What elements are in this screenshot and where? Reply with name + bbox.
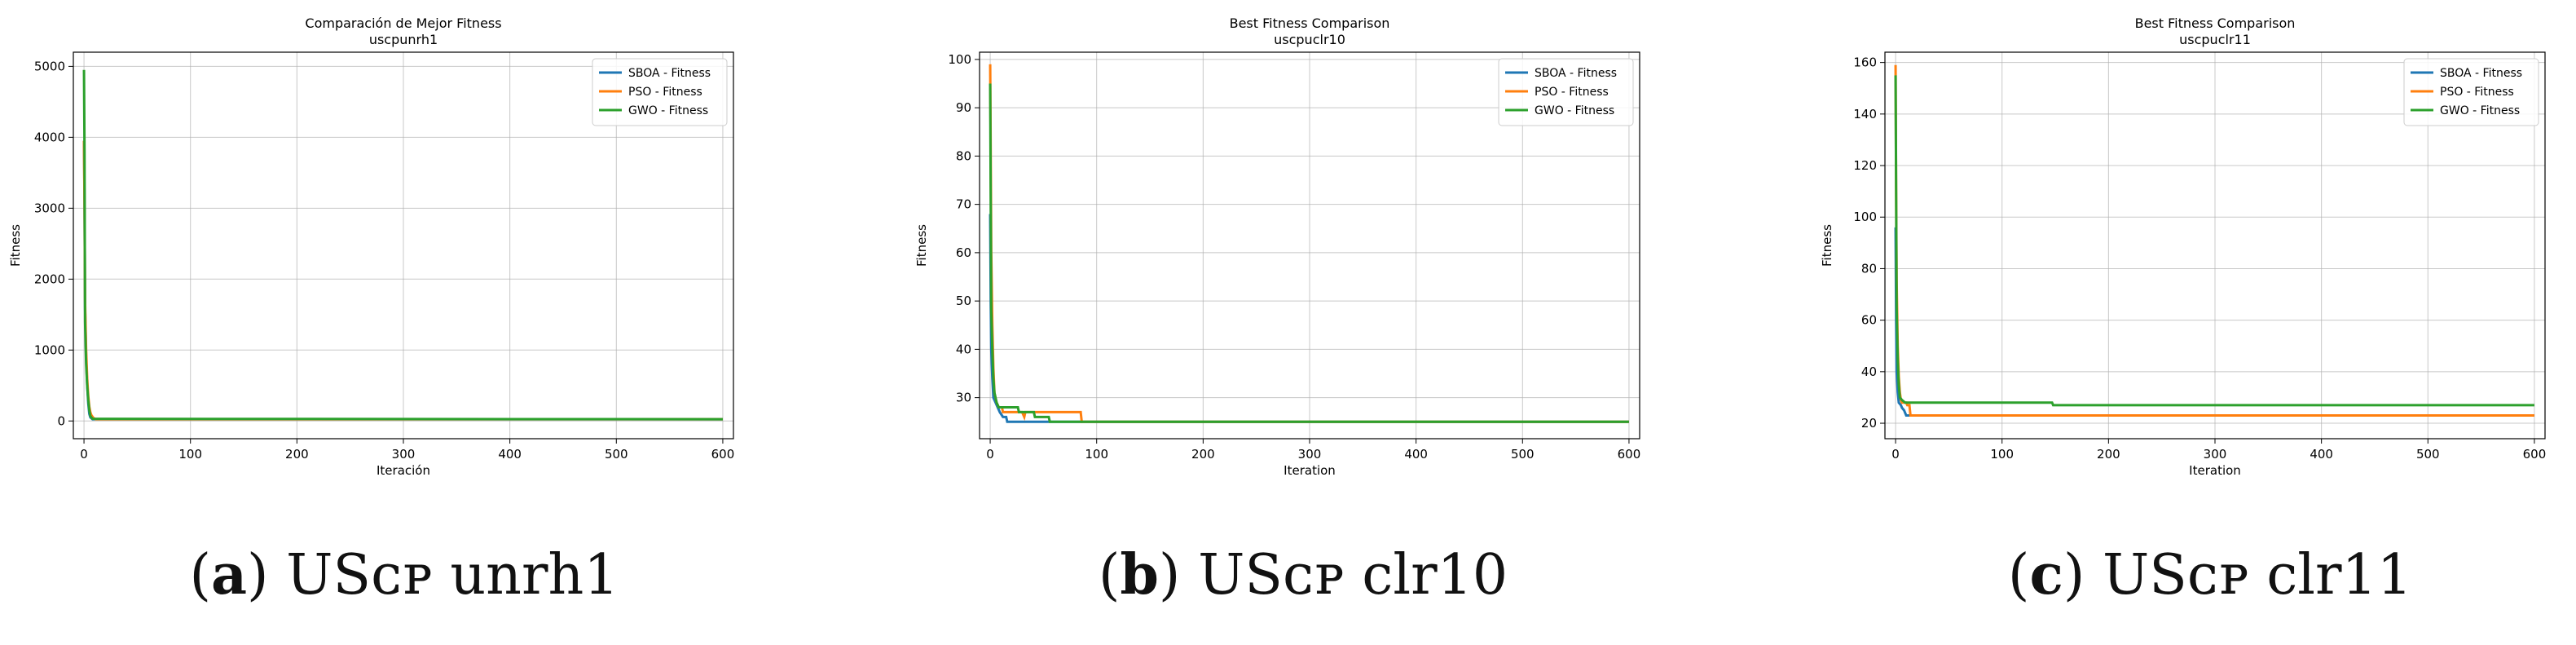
caption-c: (c) USᴄᴘ clr11 xyxy=(2007,542,2413,607)
x-tick-label: 300 xyxy=(1298,447,1322,462)
x-tick-label: 0 xyxy=(986,447,994,462)
legend-label: PSO - Fitness xyxy=(628,86,702,99)
x-tick-label: 100 xyxy=(1990,447,2014,462)
y-tick-label: 80 xyxy=(1861,261,1877,276)
x-tick-label: 0 xyxy=(80,447,88,462)
y-tick-label: 70 xyxy=(956,197,971,212)
x-tick-label: 500 xyxy=(2416,447,2440,462)
x-tick-label: 400 xyxy=(498,447,522,462)
legend-label: SBOA - Fitness xyxy=(2440,67,2522,80)
y-axis-label: Fitness xyxy=(1820,224,1834,267)
caption-text: USᴄᴘ clr10 xyxy=(1180,543,1508,607)
chart-subtitle: uscpunrh1 xyxy=(369,32,438,47)
x-axis-label: Iteration xyxy=(1284,463,1336,478)
y-tick-label: 90 xyxy=(956,100,971,115)
x-tick-label: 600 xyxy=(711,447,735,462)
chart-subtitle: uscpuclr10 xyxy=(1274,32,1345,47)
caption-label: c xyxy=(2029,542,2063,607)
y-tick-label: 40 xyxy=(1861,364,1877,379)
caption-label: a xyxy=(210,542,248,607)
x-tick-label: 200 xyxy=(285,447,309,462)
y-tick-label: 5000 xyxy=(34,59,65,73)
legend-label: SBOA - Fitness xyxy=(628,67,711,80)
chart-panel-1: 0 100 200 300 400 500 600 0 1000 2000 3000 4000 5000… xyxy=(8,15,734,478)
chart-title: Comparación de Mejor Fitness xyxy=(305,15,501,31)
legend-box xyxy=(592,58,728,126)
y-tick-label: 30 xyxy=(956,391,971,405)
y-tick-label: 2000 xyxy=(34,272,65,286)
legend-box xyxy=(2403,58,2539,126)
legend: SBOA - Fitness PSO - Fitness GWO - Fitness xyxy=(2403,58,2539,126)
y-tick-label: 60 xyxy=(1861,313,1877,328)
y-tick-label: 100 xyxy=(948,52,971,67)
y-tick-label: 80 xyxy=(956,148,971,163)
x-tick-label: 300 xyxy=(392,447,416,462)
legend-box xyxy=(1498,58,1634,126)
x-tick-label: 100 xyxy=(178,447,202,462)
caption-b: (b) USᴄᴘ clr10 xyxy=(1098,542,1508,607)
y-tick-label: 40 xyxy=(956,342,971,356)
y-tick-label: 3000 xyxy=(34,201,65,215)
chart-panel-2: 0 100 200 300 400 500 600 30 40 50 60 70 80 90 100 Best… xyxy=(914,15,1640,478)
caption-label: b xyxy=(1120,542,1159,607)
y-axis-label: Fitness xyxy=(914,224,929,267)
caption-a: (a) USᴄᴘ unrh1 xyxy=(189,542,619,607)
chart-title: Best Fitness Comparison xyxy=(1230,15,1390,31)
legend-label: PSO - Fitness xyxy=(1535,86,1609,99)
y-tick-label: 1000 xyxy=(34,342,65,357)
x-tick-label: 500 xyxy=(1511,447,1535,462)
x-axis-label: Iteración xyxy=(376,463,430,478)
chart-panel-3: 0 100 200 300 400 500 600 20 40 60 80 100 120 140 160 B… xyxy=(1820,15,2546,478)
y-tick-label: 120 xyxy=(1853,158,1877,173)
x-tick-label: 400 xyxy=(1404,447,1428,462)
y-axis-label: Fitness xyxy=(8,224,23,267)
y-tick-label: 50 xyxy=(956,294,971,308)
y-tick-label: 160 xyxy=(1853,55,1877,70)
x-tick-label: 0 xyxy=(1891,447,1900,462)
legend: SBOA - Fitness PSO - Fitness GWO - Fitness xyxy=(1498,58,1634,126)
legend: SBOA - Fitness PSO - Fitness GWO - Fitness xyxy=(592,58,728,126)
x-tick-label: 600 xyxy=(2523,447,2547,462)
x-tick-label: 500 xyxy=(605,447,628,462)
y-tick-label: 0 xyxy=(57,413,65,428)
legend-label: GWO - Fitness xyxy=(1535,104,1614,117)
caption-text: USᴄᴘ clr11 xyxy=(2085,543,2413,607)
chart-subtitle: uscpuclr11 xyxy=(2179,32,2251,47)
x-tick-label: 600 xyxy=(1618,447,1641,462)
legend-label: PSO - Fitness xyxy=(2440,86,2514,99)
legend-label: GWO - Fitness xyxy=(2440,104,2520,117)
x-tick-label: 200 xyxy=(1191,447,1215,462)
series-line-3 xyxy=(1894,75,2534,407)
x-tick-label: 100 xyxy=(1085,447,1108,462)
y-tick-label: 60 xyxy=(956,245,971,260)
x-tick-label: 300 xyxy=(2204,447,2227,462)
y-tick-label: 140 xyxy=(1853,107,1877,121)
y-tick-label: 4000 xyxy=(34,130,65,144)
legend-label: SBOA - Fitness xyxy=(1535,67,1617,80)
caption-text: USᴄᴘ unrh1 xyxy=(268,543,619,607)
chart-title: Best Fitness Comparison xyxy=(2135,15,2296,31)
y-tick-label: 20 xyxy=(1861,416,1877,431)
series-line-3 xyxy=(989,83,1629,423)
series-line-3 xyxy=(82,69,723,421)
y-tick-label: 100 xyxy=(1853,210,1877,224)
legend-label: GWO - Fitness xyxy=(628,104,708,117)
x-tick-label: 200 xyxy=(2097,447,2120,462)
x-tick-label: 400 xyxy=(2310,447,2333,462)
x-axis-label: Iteration xyxy=(2189,463,2241,478)
